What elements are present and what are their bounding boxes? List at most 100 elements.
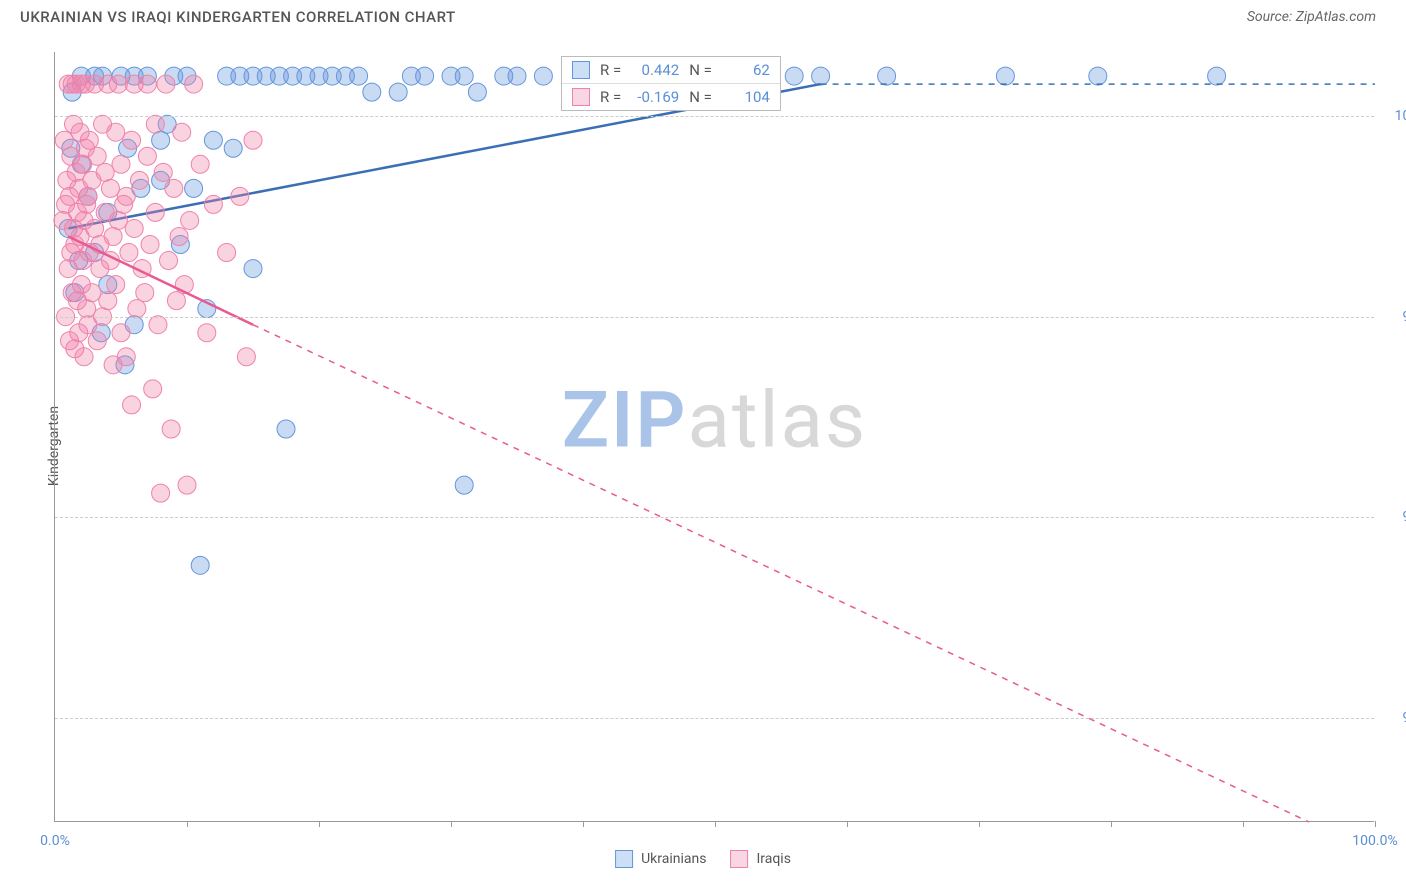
x-label-left: 0.0% — [40, 833, 70, 849]
data-point — [109, 211, 127, 229]
data-point — [231, 187, 249, 205]
stats-r-label: R = — [600, 61, 621, 79]
data-point — [104, 227, 122, 245]
data-point — [277, 420, 295, 438]
source-attribution: Source: ZipAtlas.com — [1247, 9, 1376, 25]
chart-title: UKRAINIAN VS IRAQI KINDERGARTEN CORRELAT… — [20, 8, 456, 26]
data-point — [112, 324, 130, 342]
data-point — [123, 396, 141, 414]
data-point — [88, 147, 106, 165]
data-point — [162, 420, 180, 438]
data-point — [75, 348, 93, 366]
data-point — [79, 187, 97, 205]
data-point — [138, 147, 156, 165]
grid-line — [55, 718, 1374, 719]
data-point — [157, 75, 175, 93]
x-tick — [583, 821, 584, 827]
data-point — [117, 187, 135, 205]
correlation-stats-box: R =0.442N =62R =-0.169N =104 — [561, 56, 781, 111]
stats-swatch — [572, 61, 590, 79]
data-point — [112, 155, 130, 173]
data-point — [160, 252, 178, 270]
legend-swatch — [615, 850, 633, 868]
data-point — [80, 131, 98, 149]
data-point — [146, 203, 164, 221]
data-point — [204, 195, 222, 213]
x-tick — [979, 821, 980, 827]
grid-line — [55, 517, 1374, 518]
data-point — [455, 67, 473, 85]
x-tick — [847, 821, 848, 827]
data-point — [123, 131, 141, 149]
legend-label: Ukrainians — [641, 851, 706, 867]
data-point — [455, 476, 473, 494]
data-point — [363, 83, 381, 101]
data-point — [244, 131, 262, 149]
data-point — [173, 123, 191, 141]
data-point — [218, 244, 236, 262]
data-point — [534, 67, 552, 85]
x-tick — [187, 821, 188, 827]
y-tick-label: 100.0% — [1380, 108, 1406, 124]
data-point — [244, 260, 262, 278]
data-point — [878, 67, 896, 85]
stats-r-value: -0.169 — [631, 88, 679, 106]
data-point — [191, 556, 209, 574]
data-point — [1208, 67, 1226, 85]
x-tick — [1375, 821, 1376, 827]
y-tick-label: 95.0% — [1380, 509, 1406, 525]
data-point — [416, 67, 434, 85]
data-point — [224, 139, 242, 157]
data-point — [165, 179, 183, 197]
data-point — [107, 123, 125, 141]
data-point — [191, 155, 209, 173]
data-point — [237, 348, 255, 366]
data-point — [55, 131, 73, 149]
data-point — [996, 67, 1014, 85]
grid-line — [55, 116, 1374, 117]
data-point — [101, 179, 119, 197]
data-point — [141, 236, 159, 254]
stats-row: R =-0.169N =104 — [562, 84, 780, 110]
data-point — [109, 75, 127, 93]
x-tick — [1111, 821, 1112, 827]
trend-line-dashed — [253, 325, 1309, 822]
data-point — [96, 163, 114, 181]
x-tick — [715, 821, 716, 827]
data-point — [125, 219, 143, 237]
data-point — [508, 67, 526, 85]
data-point — [152, 484, 170, 502]
stats-r-label: R = — [600, 88, 621, 106]
data-point — [146, 115, 164, 133]
data-point — [167, 292, 185, 310]
scatter-svg — [55, 52, 1374, 821]
data-point — [204, 131, 222, 149]
data-point — [181, 211, 199, 229]
stats-swatch — [572, 88, 590, 106]
data-point — [154, 163, 172, 181]
data-point — [130, 171, 148, 189]
data-point — [138, 75, 156, 93]
chart-plot-area: ZIPatlas R =0.442N =62R =-0.169N =104 92… — [54, 52, 1374, 822]
legend-label: Iraqis — [756, 851, 790, 867]
data-point — [149, 316, 167, 334]
data-point — [350, 67, 368, 85]
data-point — [86, 219, 104, 237]
data-point — [83, 284, 101, 302]
data-point — [144, 380, 162, 398]
y-tick-label: 97.5% — [1380, 309, 1406, 325]
x-label-right: 100.0% — [1352, 833, 1397, 849]
stats-n-label: N = — [689, 61, 712, 79]
x-tick — [319, 821, 320, 827]
legend-item: Ukrainians — [615, 850, 706, 868]
data-point — [99, 292, 117, 310]
x-tick — [451, 821, 452, 827]
data-point — [88, 332, 106, 350]
data-point — [120, 244, 138, 262]
data-point — [389, 83, 407, 101]
data-point — [785, 67, 803, 85]
data-point — [468, 83, 486, 101]
data-point — [117, 348, 135, 366]
data-point — [128, 300, 146, 318]
data-point — [1089, 67, 1107, 85]
